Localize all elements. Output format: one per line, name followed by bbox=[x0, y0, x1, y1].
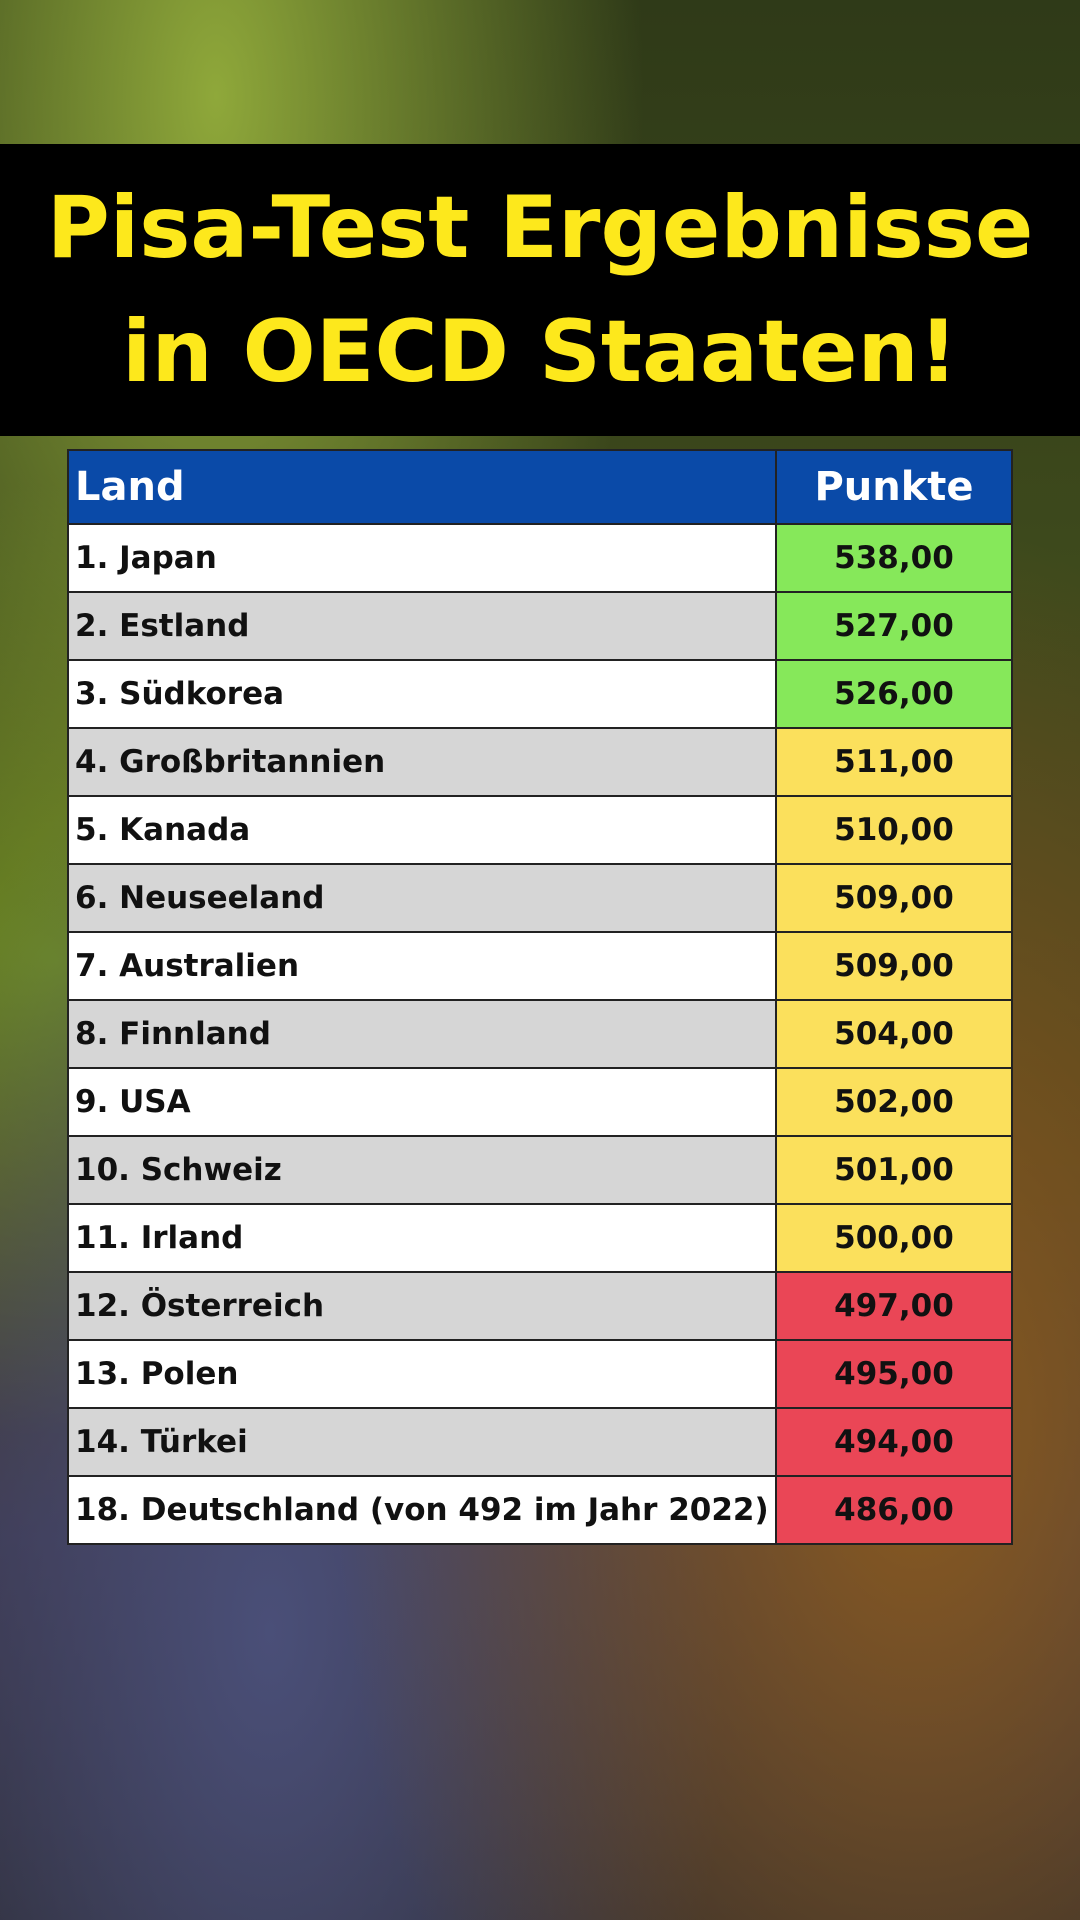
score-cell: 511,00 bbox=[775, 727, 1013, 797]
table-row: 12. Österreich 497,00 bbox=[67, 1271, 1013, 1341]
score-cell: 501,00 bbox=[775, 1135, 1013, 1205]
score-cell: 509,00 bbox=[775, 931, 1013, 1001]
table-row: 7. Australien 509,00 bbox=[67, 931, 1013, 1001]
country-cell: 12. Österreich bbox=[67, 1271, 777, 1341]
score-cell: 538,00 bbox=[775, 523, 1013, 593]
score-cell: 526,00 bbox=[775, 659, 1013, 729]
country-cell: 5. Kanada bbox=[67, 795, 777, 865]
country-cell: 4. Großbritannien bbox=[67, 727, 777, 797]
country-cell: 1. Japan bbox=[67, 523, 777, 593]
header-row: Land Punkte bbox=[67, 449, 1013, 525]
table-row: 18. Deutschland (von 492 im Jahr 2022) 48… bbox=[67, 1475, 1013, 1545]
column-header: Punkte bbox=[775, 449, 1013, 525]
country-cell: 7. Australien bbox=[67, 931, 777, 1001]
country-cell: 10. Schweiz bbox=[67, 1135, 777, 1205]
table-row: 8. Finnland 504,00 bbox=[67, 999, 1013, 1069]
table-row: 6. Neuseeland 509,00 bbox=[67, 863, 1013, 933]
country-cell: 13. Polen bbox=[67, 1339, 777, 1409]
score-cell: 500,00 bbox=[775, 1203, 1013, 1273]
table-row: 13. Polen 495,00 bbox=[67, 1339, 1013, 1409]
title-band: Pisa-Test Ergebnisse in OECD Staaten! bbox=[0, 144, 1080, 436]
table-row: 14. Türkei 494,00 bbox=[67, 1407, 1013, 1477]
table-row: 11. Irland 500,00 bbox=[67, 1203, 1013, 1273]
country-cell: 3. Südkorea bbox=[67, 659, 777, 729]
table-row: 9. USA 502,00 bbox=[67, 1067, 1013, 1137]
score-cell: 486,00 bbox=[775, 1475, 1013, 1545]
country-cell: 2. Estland bbox=[67, 591, 777, 661]
country-cell: 18. Deutschland (von 492 im Jahr 2022) bbox=[67, 1475, 777, 1545]
score-cell: 502,00 bbox=[775, 1067, 1013, 1137]
country-cell: 9. USA bbox=[67, 1067, 777, 1137]
table-row: 4. Großbritannien 511,00 bbox=[67, 727, 1013, 797]
table-row: 10. Schweiz 501,00 bbox=[67, 1135, 1013, 1205]
score-cell: 510,00 bbox=[775, 795, 1013, 865]
column-header: Land bbox=[67, 449, 777, 525]
table-body: 1. Japan 538,00 2. Estland 527,00 3. Südkore… bbox=[67, 523, 1013, 1545]
title-line: in OECD Staaten! bbox=[122, 302, 958, 402]
country-cell: 14. Türkei bbox=[67, 1407, 777, 1477]
table-row: 3. Südkorea 526,00 bbox=[67, 659, 1013, 729]
score-cell: 497,00 bbox=[775, 1271, 1013, 1341]
score-cell: 494,00 bbox=[775, 1407, 1013, 1477]
country-cell: 8. Finnland bbox=[67, 999, 777, 1069]
table-row: 5. Kanada 510,00 bbox=[67, 795, 1013, 865]
country-cell: 11. Irland bbox=[67, 1203, 777, 1273]
table-row: 2. Estland 527,00 bbox=[67, 591, 1013, 661]
score-cell: 504,00 bbox=[775, 999, 1013, 1069]
title-line: Pisa-Test Ergebnisse bbox=[46, 178, 1034, 278]
country-cell: 6. Neuseeland bbox=[67, 863, 777, 933]
score-cell: 495,00 bbox=[775, 1339, 1013, 1409]
score-cell: 509,00 bbox=[775, 863, 1013, 933]
results-table: Land Punkte 1. Japan 538,00 2. Estland 527,… bbox=[67, 449, 1013, 1545]
score-cell: 527,00 bbox=[775, 591, 1013, 661]
table-row: 1. Japan 538,00 bbox=[67, 523, 1013, 593]
